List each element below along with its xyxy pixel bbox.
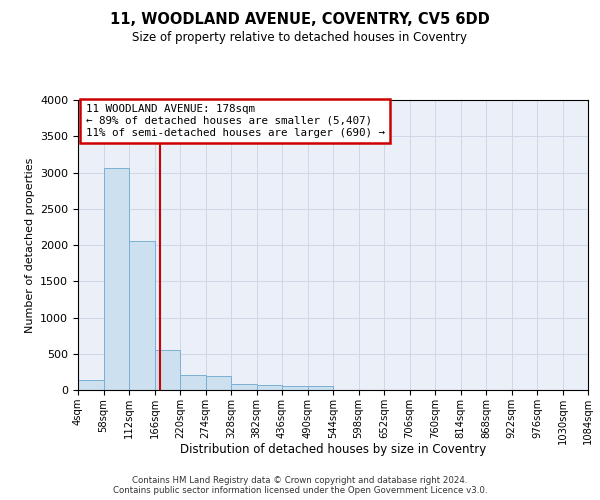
Bar — [104, 168, 129, 390]
Text: 11 WOODLAND AVENUE: 178sqm
← 89% of detached houses are smaller (5,407)
11% of s: 11 WOODLAND AVENUE: 178sqm ← 89% of deta… — [86, 104, 385, 138]
Bar — [78, 380, 104, 390]
Bar — [206, 376, 231, 390]
Bar — [282, 386, 308, 390]
Y-axis label: Number of detached properties: Number of detached properties — [25, 158, 35, 332]
Bar — [129, 240, 155, 390]
Bar — [257, 385, 282, 390]
Text: Size of property relative to detached houses in Coventry: Size of property relative to detached ho… — [133, 31, 467, 44]
Bar — [180, 375, 205, 390]
Text: 11, WOODLAND AVENUE, COVENTRY, CV5 6DD: 11, WOODLAND AVENUE, COVENTRY, CV5 6DD — [110, 12, 490, 28]
Bar — [308, 386, 333, 390]
Bar — [231, 384, 257, 390]
Text: Distribution of detached houses by size in Coventry: Distribution of detached houses by size … — [180, 442, 486, 456]
Text: Contains HM Land Registry data © Crown copyright and database right 2024.
Contai: Contains HM Land Registry data © Crown c… — [113, 476, 487, 495]
Bar — [155, 350, 180, 390]
